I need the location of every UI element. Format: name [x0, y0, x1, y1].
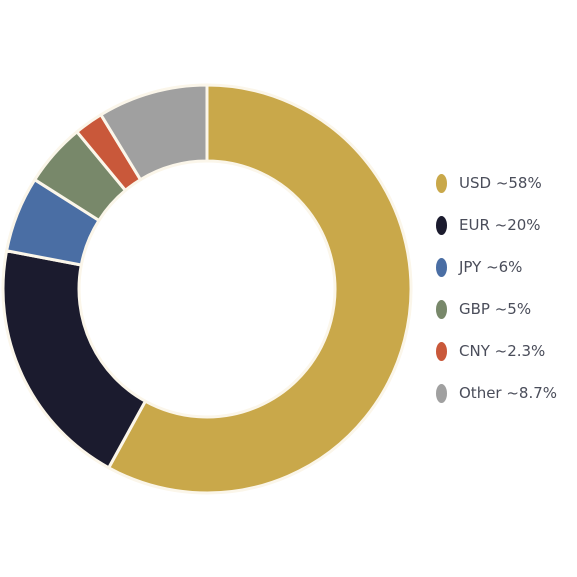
- legend-label-jpy: JPY ~6%: [459, 258, 523, 276]
- legend-item-eur: EUR ~20%: [436, 214, 557, 236]
- legend-item-jpy: JPY ~6%: [436, 256, 557, 278]
- legend-swatch-cny: [436, 341, 447, 361]
- legend-swatch-jpy: [436, 257, 447, 277]
- legend-swatch-gbp: [436, 299, 447, 319]
- legend-item-gbp: GBP ~5%: [436, 298, 557, 320]
- legend-label-other: Other ~8.7%: [459, 384, 558, 402]
- legend-label-usd: USD ~58%: [459, 174, 542, 192]
- legend-label-gbp: GBP ~5%: [459, 300, 532, 318]
- legend-swatch-other: [436, 383, 447, 403]
- legend-swatch-usd: [436, 173, 447, 193]
- legend-item-cny: CNY ~2.3%: [436, 340, 557, 362]
- legend-item-usd: USD ~58%: [436, 172, 557, 194]
- donut-slice-other: [99, 83, 209, 182]
- legend-item-other: Other ~8.7%: [436, 382, 557, 404]
- legend-label-cny: CNY ~2.3%: [459, 342, 546, 360]
- legend-label-eur: EUR ~20%: [459, 216, 541, 234]
- donut-slice-usd: [107, 83, 413, 495]
- donut-slice-eur: [1, 249, 147, 470]
- legend-swatch-eur: [436, 215, 447, 235]
- chart-legend: USD ~58% EUR ~20% JPY ~6% GBP ~5% CNY ~2…: [436, 172, 557, 424]
